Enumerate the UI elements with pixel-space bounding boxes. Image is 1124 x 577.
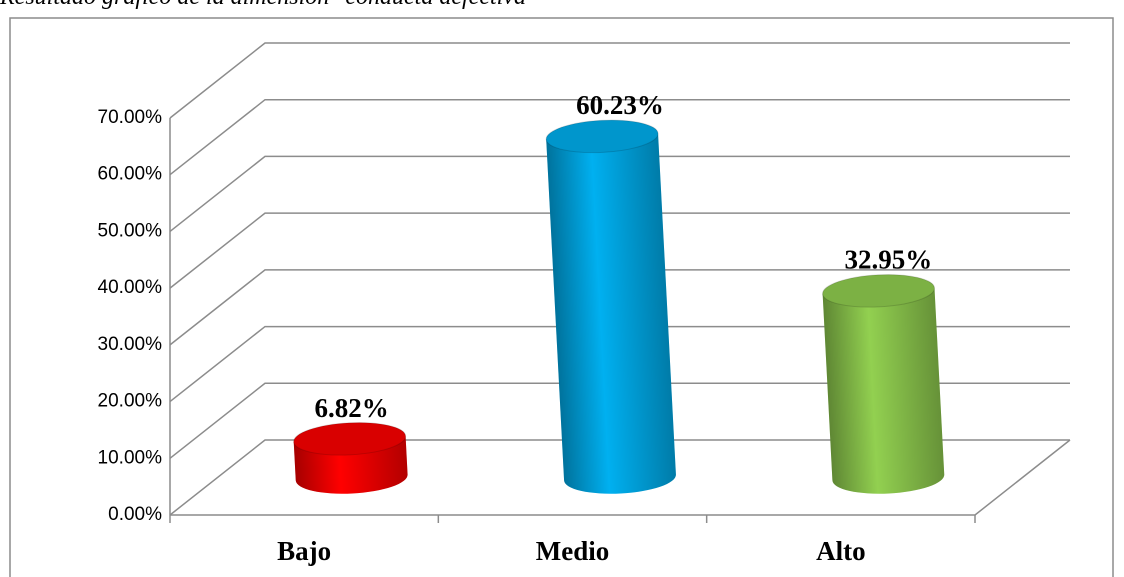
x-tick-label: Bajo <box>277 536 331 566</box>
bar-top <box>545 119 659 154</box>
grid-line <box>169 212 1070 289</box>
grid-line <box>169 98 1070 176</box>
grid-line <box>169 439 1070 516</box>
y-tick-label: 40.00% <box>98 277 163 298</box>
x-tick-label: Alto <box>816 536 866 566</box>
data-label: 32.95% <box>844 245 932 275</box>
chart-title: Resultado gráfico de la dimensión "condu… <box>0 0 537 10</box>
y-tick-label: 20.00% <box>98 391 163 412</box>
bar-shade <box>546 133 676 494</box>
y-tick-label: 60.00% <box>98 164 163 185</box>
grid-line <box>169 325 1070 403</box>
grid-line <box>169 269 1070 346</box>
y-tick-label: 70.00% <box>98 107 163 128</box>
grid-line <box>169 155 1070 233</box>
data-label: 6.82% <box>315 393 389 423</box>
data-label: 60.23% <box>576 90 664 120</box>
bar-shade <box>822 287 945 494</box>
grid-line <box>169 382 1070 459</box>
y-tick-label: 50.00% <box>98 220 163 241</box>
y-tick-label: 30.00% <box>98 334 163 355</box>
grid-line <box>169 42 1070 119</box>
x-tick-label: Medio <box>536 536 610 566</box>
y-tick-label: 10.00% <box>98 447 163 468</box>
bar-top <box>822 274 935 308</box>
bar-top <box>293 422 407 456</box>
y-tick-label: 0.00% <box>108 504 162 525</box>
